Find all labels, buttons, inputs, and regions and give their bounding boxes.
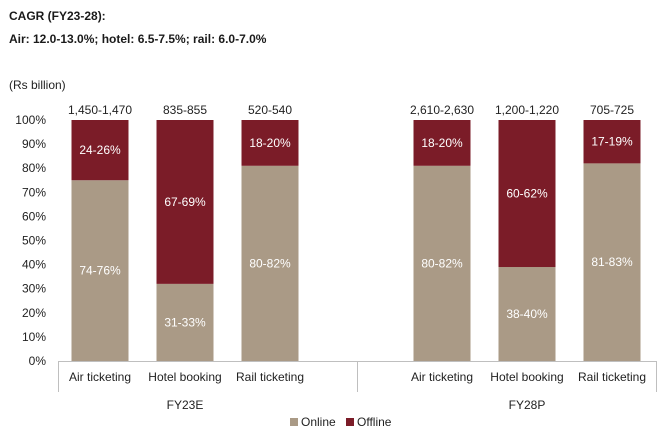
legend-swatch-offline bbox=[346, 418, 354, 426]
bar-total-label: 1,200-1,220 bbox=[495, 103, 559, 117]
x-tick-label: Air ticketing bbox=[69, 370, 131, 384]
bar-offline bbox=[413, 120, 471, 166]
y-tick-label: 40% bbox=[22, 258, 46, 272]
y-tick-label: 100% bbox=[15, 113, 46, 127]
data-label-offline: 60-62% bbox=[506, 187, 548, 201]
bar-offline bbox=[241, 120, 299, 166]
data-label-online: 31-33% bbox=[164, 315, 206, 329]
data-label-offline: 67-69% bbox=[164, 195, 206, 209]
bar-online bbox=[156, 283, 214, 361]
x-tick-label: Air ticketing bbox=[411, 370, 473, 384]
bar-online bbox=[71, 180, 129, 361]
y-tick-label: 0% bbox=[29, 354, 47, 368]
data-label-online: 38-40% bbox=[506, 307, 548, 321]
data-label-online: 74-76% bbox=[79, 264, 121, 278]
x-tick-label: Rail ticketing bbox=[236, 370, 304, 384]
y-tick-label: 70% bbox=[22, 185, 46, 199]
bar-offline bbox=[498, 120, 556, 268]
data-label-offline: 18-20% bbox=[249, 136, 291, 150]
y-tick-label: 20% bbox=[22, 306, 46, 320]
chart-title: CAGR (FY23-28): bbox=[9, 9, 106, 23]
unit-label: (Rs billion) bbox=[9, 78, 66, 92]
bar-total-label: 2,610-2,630 bbox=[410, 103, 474, 117]
bar-online bbox=[498, 267, 556, 361]
legend-label-offline: Offline bbox=[357, 415, 392, 429]
data-label-offline: 18-20% bbox=[421, 136, 463, 150]
chart-subtitle: Air: 12.0-13.0%; hotel: 6.5-7.5%; rail: … bbox=[9, 32, 267, 46]
bar-total-label: 520-540 bbox=[248, 103, 292, 117]
y-tick-label: 60% bbox=[22, 209, 46, 223]
y-tick-label: 10% bbox=[22, 330, 46, 344]
y-tick-label: 80% bbox=[22, 161, 46, 175]
bar-offline bbox=[583, 120, 641, 164]
bar-total-label: 835-855 bbox=[163, 103, 207, 117]
bar-total-label: 705-725 bbox=[590, 103, 634, 117]
group-label: FY23E bbox=[167, 398, 204, 412]
bar-total-label: 1,450-1,470 bbox=[68, 103, 132, 117]
data-label-online: 80-82% bbox=[249, 256, 291, 270]
bar-offline bbox=[71, 120, 129, 181]
legend-label-online: Online bbox=[301, 415, 336, 429]
x-tick-label: Rail ticketing bbox=[578, 370, 646, 384]
x-tick-label: Hotel booking bbox=[490, 370, 563, 384]
data-label-offline: 17-19% bbox=[591, 135, 633, 149]
bar-offline bbox=[156, 120, 214, 284]
y-tick-label: 90% bbox=[22, 137, 46, 151]
bar-online bbox=[413, 165, 471, 361]
group-label: FY28P bbox=[509, 398, 546, 412]
data-label-online: 80-82% bbox=[421, 256, 463, 270]
data-label-offline: 24-26% bbox=[79, 143, 121, 157]
legend-swatch-online bbox=[290, 418, 298, 426]
y-tick-label: 30% bbox=[22, 282, 46, 296]
bar-online bbox=[583, 163, 641, 361]
bar-online bbox=[241, 165, 299, 361]
y-tick-label: 50% bbox=[22, 234, 46, 248]
x-tick-label: Hotel booking bbox=[148, 370, 221, 384]
data-label-online: 81-83% bbox=[591, 255, 633, 269]
